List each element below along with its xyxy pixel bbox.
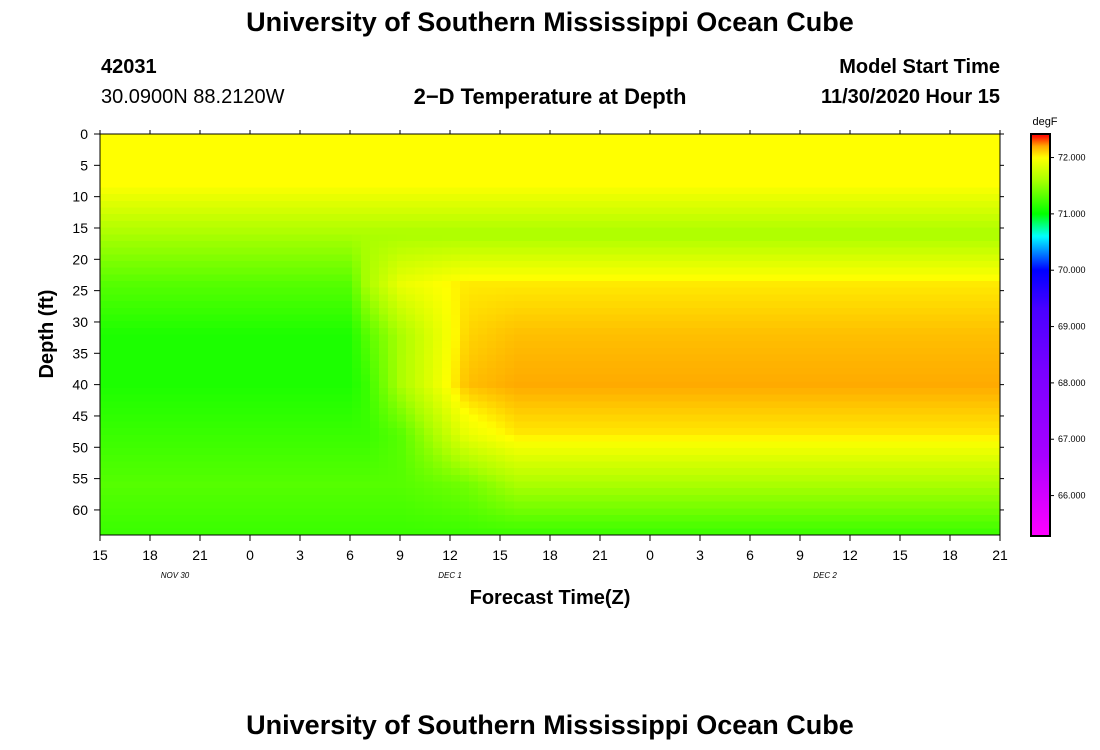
- colorbar-tick-label: 66.000: [1058, 491, 1086, 501]
- date-label: DEC 2: [813, 571, 837, 580]
- x-tick-label: 6: [346, 547, 354, 563]
- x-tick-label: 15: [492, 547, 508, 563]
- x-tick-label: 12: [842, 547, 858, 563]
- y-tick-label: 25: [72, 283, 88, 299]
- x-tick-label: 21: [992, 547, 1008, 563]
- station-id: 42031: [101, 56, 157, 78]
- footer-title: University of Southern Mississippi Ocean…: [246, 710, 854, 740]
- x-tick-label: 21: [192, 547, 208, 563]
- y-tick-label: 60: [72, 502, 88, 518]
- y-tick-label: 40: [72, 377, 88, 393]
- y-tick-label: 30: [72, 314, 88, 330]
- y-tick-label: 55: [72, 471, 88, 487]
- colorbar-unit: degF: [1032, 116, 1057, 128]
- y-tick-label: 15: [72, 220, 88, 236]
- colorbar-tick-label: 71.000: [1058, 209, 1086, 219]
- x-tick-label: 21: [592, 547, 608, 563]
- x-tick-label: 3: [296, 547, 304, 563]
- colorbar-tick-label: 67.000: [1058, 434, 1086, 444]
- y-axis: 0 5 10 15 20 25 30 35 40 45 50 55 60: [72, 126, 1004, 518]
- y-tick-label: 45: [72, 408, 88, 424]
- plot-title: 2−D Temperature at Depth: [413, 84, 687, 109]
- temperature-heatmap: [100, 134, 1000, 535]
- x-tick-label: 9: [396, 547, 404, 563]
- y-tick-label: 35: [72, 345, 88, 361]
- page-title: University of Southern Mississippi Ocean…: [246, 7, 854, 37]
- colorbar-gradient: [1032, 135, 1049, 535]
- y-tick-label: 10: [72, 189, 88, 205]
- x-tick-label: 0: [646, 547, 654, 563]
- model-start-value: 11/30/2020 Hour 15: [820, 86, 1000, 108]
- x-tick-label: 18: [142, 547, 158, 563]
- y-axis-title: Depth (ft): [36, 290, 58, 379]
- x-tick-label: 6: [746, 547, 754, 563]
- x-tick-label: 9: [796, 547, 804, 563]
- colorbar-frame: [1030, 133, 1051, 537]
- x-tick-label: 18: [942, 547, 958, 563]
- x-tick-label: 15: [892, 547, 908, 563]
- date-label: NOV 30: [161, 571, 190, 580]
- colorbar-tick-label: 69.000: [1058, 322, 1086, 332]
- model-start-label: Model Start Time: [839, 56, 1000, 78]
- colorbar-tick-label: 68.000: [1058, 378, 1086, 388]
- plot-frame: [99, 133, 1001, 536]
- x-tick-label: 0: [246, 547, 254, 563]
- colorbar-tick-label: 70.000: [1058, 265, 1086, 275]
- y-tick-label: 0: [80, 126, 88, 142]
- y-tick-label: 5: [80, 157, 88, 173]
- x-tick-label: 18: [542, 547, 558, 563]
- colorbar-tick-label: 72.000: [1058, 153, 1086, 163]
- date-label: DEC 1: [438, 571, 462, 580]
- x-tick-label: 12: [442, 547, 458, 563]
- x-tick-label: 3: [696, 547, 704, 563]
- x-tick-label: 15: [92, 547, 108, 563]
- colorbar-axis: 72.000 71.000 70.000 69.000 68.000 67.000 66.0…: [1050, 153, 1086, 501]
- y-tick-label: 50: [72, 439, 88, 455]
- x-axis-title: Forecast Time(Z): [470, 587, 631, 609]
- station-coordinates: 30.0900N 88.2120W: [101, 86, 285, 108]
- y-tick-label: 20: [72, 251, 88, 267]
